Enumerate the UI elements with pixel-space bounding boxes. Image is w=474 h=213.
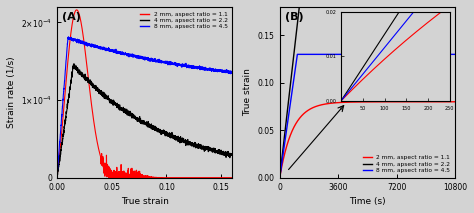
- Y-axis label: True strain: True strain: [243, 68, 252, 116]
- Legend: 2 mm, aspect ratio = 1.1, 4 mm, apsect ratio = 2.2, 8 mm, apsect ratio = 4.5: 2 mm, aspect ratio = 1.1, 4 mm, apsect r…: [138, 10, 229, 31]
- Legend: 2 mm, aspect ratio = 1.1, 4 mm, apsect ratio = 2.2, 8 mm, apsect ratio = 4.5: 2 mm, aspect ratio = 1.1, 4 mm, apsect r…: [361, 154, 452, 175]
- Y-axis label: Strain rate (1/s): Strain rate (1/s): [7, 56, 16, 128]
- Text: (B): (B): [285, 12, 304, 22]
- X-axis label: True strain: True strain: [120, 197, 168, 206]
- X-axis label: Time (s): Time (s): [349, 197, 386, 206]
- Text: (A): (A): [62, 12, 81, 22]
